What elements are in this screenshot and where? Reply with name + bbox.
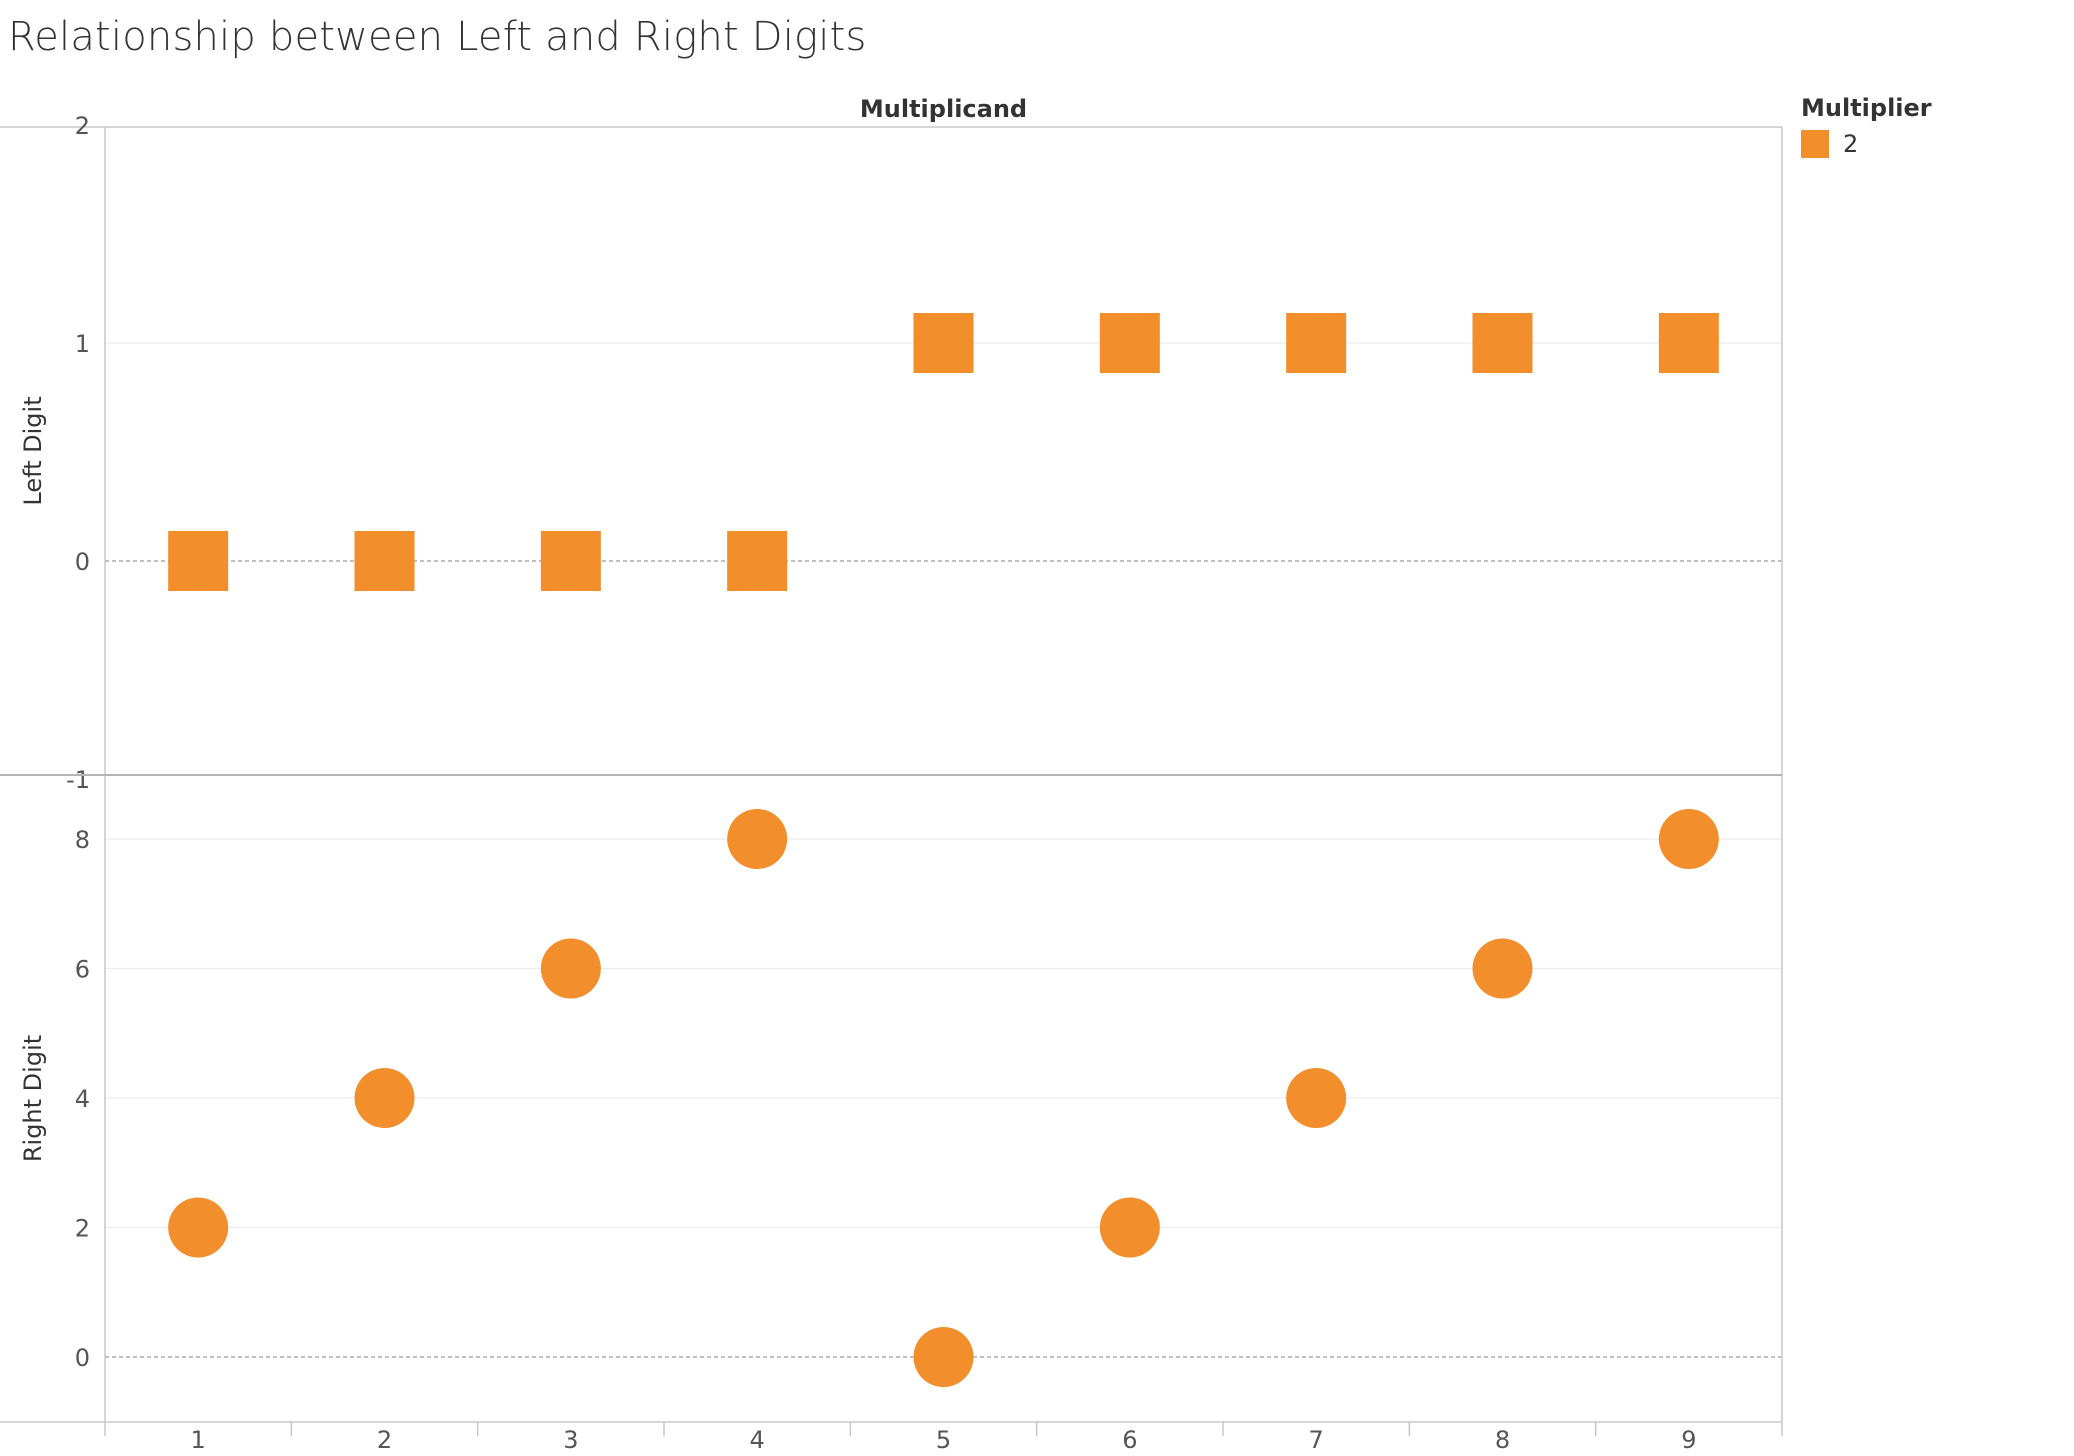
data-point-square-9[interactable] [1658,313,1719,373]
x-tick-label: 1 [191,1426,206,1454]
y-tick-label: 1 [75,330,90,358]
data-point-circle-9[interactable] [1658,809,1719,869]
legend-swatch [1801,130,1829,158]
data-point-circle-3[interactable] [540,938,601,999]
chart-title: Relationship between Left and Right Digi… [8,14,867,60]
legend-label: 2 [1843,130,1859,158]
y-tick-label: -1 [66,766,90,794]
y-axis-label: Left Digit [19,396,47,505]
data-point-square-4[interactable] [727,531,788,591]
y-tick-label: 8 [75,826,90,854]
x-tick-label: 9 [1681,1426,1696,1454]
x-header-label: Multiplicand [860,95,1027,123]
data-point-circle-8[interactable] [1472,938,1533,999]
data-point-circle-6[interactable] [1099,1197,1160,1258]
y-tick-label: 2 [75,1215,90,1243]
x-tick-label: 8 [1495,1426,1510,1454]
data-point-square-7[interactable] [1286,313,1347,373]
y-tick-label: 0 [75,1344,90,1372]
x-tick-label: 4 [750,1426,765,1454]
legend-title: Multiplier [1801,94,1932,122]
data-point-square-3[interactable] [540,531,601,591]
data-point-square-2[interactable] [354,531,415,591]
x-tick-label: 7 [1309,1426,1324,1454]
y-axis-label: Right Digit [19,1035,47,1162]
data-point-circle-1[interactable] [168,1197,229,1258]
legend: Multiplier 2 [1801,94,1932,158]
y-tick-label: 4 [75,1085,90,1113]
y-tick-label: 2 [75,112,90,140]
data-point-circle-7[interactable] [1286,1068,1347,1128]
y-tick-label: 0 [75,548,90,576]
data-point-circle-2[interactable] [354,1068,415,1128]
data-point-square-5[interactable] [913,313,974,373]
legend-item-2[interactable]: 2 [1801,130,1932,158]
x-tick-label: 6 [1122,1426,1137,1454]
x-tick-label: 5 [936,1426,951,1454]
data-point-square-6[interactable] [1099,313,1160,373]
data-point-square-8[interactable] [1472,313,1533,373]
x-tick-label: 2 [377,1426,392,1454]
x-tick-label: 3 [563,1426,578,1454]
data-point-circle-5[interactable] [913,1327,974,1387]
data-point-square-1[interactable] [168,531,229,591]
y-tick-label: 6 [75,956,90,984]
data-point-circle-4[interactable] [727,809,788,869]
